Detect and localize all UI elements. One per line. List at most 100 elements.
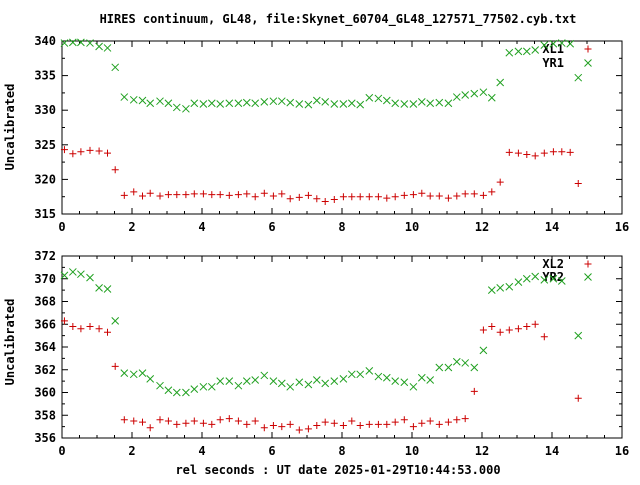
data-point-yr1 — [505, 48, 514, 57]
data-point-yr1 — [207, 99, 216, 108]
data-point-xl1 — [260, 189, 268, 197]
data-point-yr2 — [452, 357, 461, 366]
data-point-xl1-stroke — [374, 193, 382, 201]
data-point-yr1 — [426, 99, 435, 108]
data-point-yr2-stroke — [199, 382, 208, 391]
data-point-yr1 — [479, 88, 488, 97]
data-point-yr2-stroke — [426, 376, 435, 384]
data-point-xl1-stroke — [383, 194, 391, 202]
data-point-yr2-stroke — [269, 377, 278, 385]
data-point-yr2-stroke — [574, 331, 583, 340]
data-point-yr1-stroke — [321, 98, 330, 106]
x-tick-label-1-3: 6 — [268, 444, 275, 458]
data-point-xl1-stroke — [558, 148, 566, 156]
data-point-xl1-stroke — [549, 148, 557, 156]
data-point-xl1 — [313, 195, 321, 203]
data-point-xl1 — [321, 198, 329, 206]
data-point-yr2-stroke — [312, 376, 321, 384]
y-tick-label-0-3: 330 — [34, 103, 56, 117]
data-point-yr2 — [295, 378, 304, 387]
legend-marker-yr1 — [584, 59, 592, 67]
data-point-yr1-stroke — [60, 39, 69, 47]
data-point-yr1 — [522, 47, 531, 56]
series-yr1 — [60, 38, 583, 113]
data-point-yr2-stroke — [356, 370, 365, 379]
y-tick-label-0-5: 340 — [34, 34, 56, 48]
data-point-xl1-stroke — [295, 193, 303, 201]
data-point-xl2 — [234, 417, 242, 425]
data-point-xl1-stroke — [574, 180, 582, 188]
data-point-yr2 — [347, 370, 356, 379]
data-point-xl2-stroke — [391, 418, 399, 426]
data-point-yr2-stroke — [505, 282, 514, 291]
data-point-xl2-stroke — [488, 323, 496, 331]
data-point-yr2-stroke — [60, 271, 69, 280]
data-point-xl2-stroke — [304, 425, 312, 433]
data-point-yr2-stroke — [496, 283, 505, 292]
data-point-xl2-stroke — [182, 419, 190, 427]
data-point-xl1-stroke — [251, 193, 259, 201]
plot-frame-0 — [61, 40, 623, 215]
data-point-xl1 — [330, 195, 338, 203]
series-xl2 — [60, 317, 582, 434]
data-point-xl2 — [77, 325, 85, 333]
legend-label-yr1: YR1 — [542, 56, 564, 70]
data-point-yr1 — [172, 103, 181, 112]
data-point-yr1-stroke — [95, 42, 103, 51]
data-point-xl2-stroke — [146, 424, 154, 432]
data-point-xl2 — [286, 420, 294, 428]
data-point-yr1-stroke — [182, 104, 190, 113]
data-point-xl2 — [120, 416, 128, 424]
legend-top: XL1 YR1 — [542, 42, 564, 70]
data-point-xl1-stroke — [69, 150, 77, 158]
data-point-xl1-stroke — [470, 190, 478, 198]
data-point-yr2 — [514, 278, 523, 287]
data-point-yr1 — [156, 97, 164, 106]
data-point-xl2 — [95, 325, 103, 333]
data-point-xl1 — [531, 152, 539, 160]
data-point-yr2-stroke — [182, 388, 190, 397]
data-point-xl1 — [69, 150, 77, 158]
data-point-xl1-stroke — [479, 191, 487, 199]
data-point-xl2-stroke — [86, 323, 94, 331]
data-point-yr2 — [190, 385, 199, 393]
data-point-xl1 — [523, 150, 531, 158]
data-point-yr1-stroke — [487, 93, 496, 102]
data-point-xl2-stroke — [400, 416, 408, 424]
data-point-xl1 — [426, 192, 434, 200]
data-point-xl1-stroke — [339, 193, 347, 201]
data-point-xl1-stroke — [496, 178, 504, 186]
data-point-xl1-stroke — [523, 150, 531, 158]
data-point-xl1 — [435, 192, 443, 200]
data-point-yr2-stroke — [295, 378, 304, 387]
data-point-yr2 — [111, 316, 120, 325]
data-point-yr1-stroke — [216, 100, 225, 108]
data-point-yr1 — [557, 39, 566, 47]
data-point-yr1-stroke — [146, 99, 155, 108]
data-point-yr2 — [60, 271, 69, 280]
x-tick-label-1-4: 8 — [338, 444, 345, 458]
x-tick-label-0-8: 16 — [615, 220, 629, 234]
data-point-xl2 — [182, 419, 190, 427]
data-point-yr1-stroke — [426, 99, 435, 108]
data-point-yr1 — [182, 104, 190, 113]
data-point-xl1-stroke — [540, 149, 548, 157]
data-point-yr1 — [260, 98, 269, 106]
data-point-xl1-stroke — [234, 191, 242, 199]
data-point-yr2 — [426, 376, 435, 384]
data-point-xl2-stroke — [321, 418, 329, 426]
data-point-yr1 — [138, 96, 147, 105]
data-point-yr2-stroke — [156, 381, 164, 390]
data-point-yr1-stroke — [566, 39, 575, 48]
legend-marker-xl2-stroke — [584, 260, 592, 268]
data-point-yr1-stroke — [199, 100, 208, 108]
data-point-yr2 — [172, 388, 181, 397]
data-point-yr1 — [514, 47, 523, 56]
data-point-yr1-stroke — [77, 38, 85, 47]
y-tick-label-1-3: 362 — [34, 363, 56, 377]
data-point-xl1 — [199, 190, 207, 198]
data-point-xl2 — [365, 420, 373, 428]
data-point-xl2 — [409, 423, 417, 431]
data-point-yr2-stroke — [400, 378, 409, 387]
data-point-xl1 — [243, 190, 251, 198]
